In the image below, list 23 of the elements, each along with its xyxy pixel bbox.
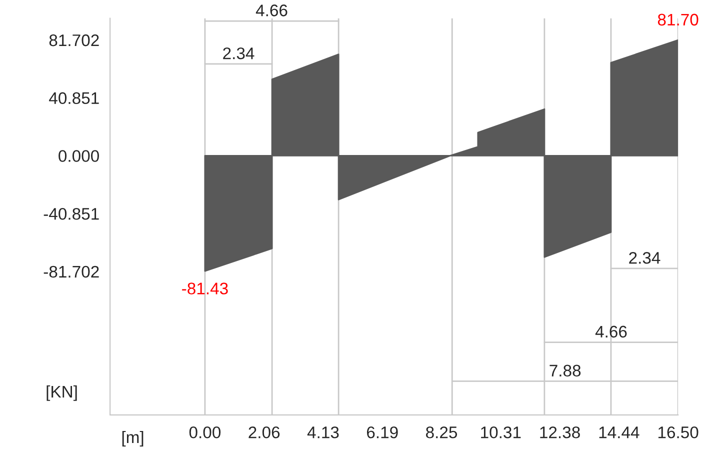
x-tick-label: 4.13 — [307, 426, 339, 438]
x-tick-label: 12.38 — [540, 426, 580, 438]
x-tick-label: 14.44 — [599, 426, 640, 438]
annotation: 2.34 — [223, 47, 254, 60]
y-tick-label: 0.000 — [58, 150, 99, 162]
annotation: 2.34 — [629, 252, 660, 264]
data-label: 81.70 — [658, 14, 698, 26]
annotation: 7.88 — [550, 364, 581, 377]
x-tick-label: 2.06 — [248, 426, 280, 438]
x-tick-label: 0.00 — [189, 426, 221, 438]
y-tick-label: 40.851 — [49, 92, 99, 104]
annotation: 4.66 — [256, 4, 288, 16]
x-tick-label: 10.31 — [481, 426, 521, 438]
x-axis-title: [m] — [122, 430, 144, 447]
x-tick-label: 6.19 — [366, 426, 398, 438]
data-label: -81.43 — [182, 282, 228, 294]
x-tick-label: 8.25 — [426, 426, 458, 438]
x-tick-label: 16.50 — [658, 426, 698, 438]
annotation: 4.66 — [595, 326, 627, 338]
y-tick-label: -40.851 — [44, 208, 99, 220]
y-axis-title: [KN] — [46, 385, 77, 401]
y-tick-label: -81.702 — [44, 266, 99, 278]
y-tick-label: 81.702 — [49, 34, 99, 46]
